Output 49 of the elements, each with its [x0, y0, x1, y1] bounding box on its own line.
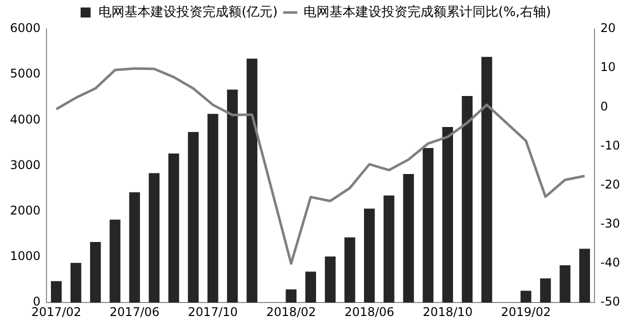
y2-tick-label: -30 [600, 216, 620, 231]
bar [384, 195, 394, 303]
bar [344, 237, 356, 303]
bar [481, 56, 492, 303]
y2-tick-label: -40 [600, 256, 620, 270]
y-tick-label: 6000 [10, 21, 41, 36]
y-tick-label: 1000 [10, 249, 41, 264]
x-tick-label: 2018/10 [422, 304, 473, 319]
bar [148, 173, 160, 303]
bar [540, 278, 551, 303]
bar [462, 96, 473, 303]
bar [207, 114, 218, 303]
bar [168, 153, 180, 303]
bar [560, 265, 570, 303]
bar [110, 220, 120, 303]
bar [403, 174, 414, 303]
bar [305, 272, 316, 303]
y2-tick-label: -20 [600, 177, 620, 192]
bar [227, 90, 238, 303]
y2-tick-label: 20 [600, 21, 616, 36]
x-tick-label: 2018/06 [344, 304, 394, 319]
y2-tick-label: -50 [600, 294, 620, 309]
bar [442, 127, 454, 303]
bar [70, 262, 82, 303]
bar [579, 248, 590, 303]
x-tick-label: 2017/06 [110, 304, 160, 319]
bar [90, 242, 101, 303]
x-tick-label: 2017/10 [188, 304, 238, 319]
legend-label: 电网基本建设投资完成额累计同比(%,右轴) [303, 4, 551, 20]
y-tick-label: 5000 [10, 66, 41, 81]
bar [188, 132, 199, 303]
bar [324, 256, 336, 303]
bar [422, 148, 434, 303]
y-tick-label: 3000 [10, 158, 41, 172]
legend-label: 电网基本建设投资完成额(亿元) [98, 4, 278, 20]
x-tick-label: 2017/02 [31, 304, 82, 319]
bar [364, 208, 375, 303]
y2-tick-label: -10 [600, 138, 620, 152]
y2-tick-label: 0 [600, 99, 608, 114]
bar [286, 289, 296, 303]
bar [520, 290, 532, 303]
x-tick-label: 2018/02 [266, 304, 316, 319]
bar [129, 192, 140, 303]
y-tick-label: 4000 [10, 112, 41, 126]
bar [50, 281, 62, 303]
x-tick-label: 2019/02 [500, 304, 551, 319]
bar [246, 58, 258, 303]
y2-tick-label: 10 [600, 60, 616, 74]
y-tick-label: 2000 [10, 204, 41, 218]
